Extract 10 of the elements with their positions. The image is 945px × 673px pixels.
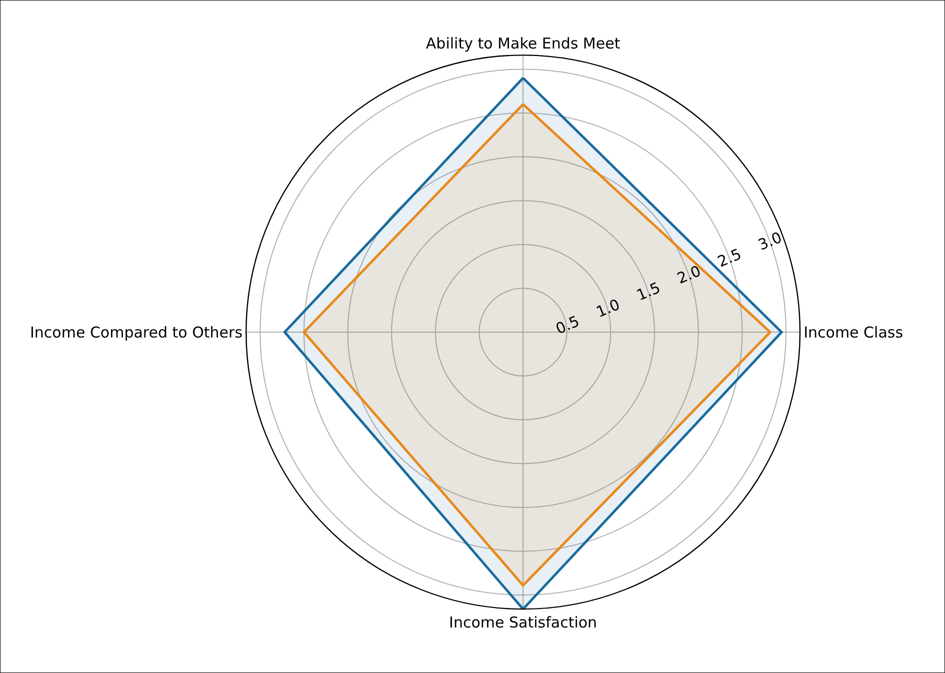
y-tick-label: 1.5 [634, 278, 663, 304]
y-tick-label: 3.0 [756, 228, 784, 254]
spoke-label: Income Class [804, 323, 904, 342]
y-tick-label: 0.5 [553, 312, 582, 338]
spoke-label: Ability to Make Ends Meet [426, 34, 620, 53]
y-tick-label: 2.5 [715, 245, 744, 271]
y-tick-label: 1.0 [594, 295, 623, 322]
spoke-label: Income Compared to Others [30, 323, 243, 342]
spoke-label: Income Satisfaction [449, 614, 598, 632]
y-tick-label: 2.0 [674, 262, 704, 288]
